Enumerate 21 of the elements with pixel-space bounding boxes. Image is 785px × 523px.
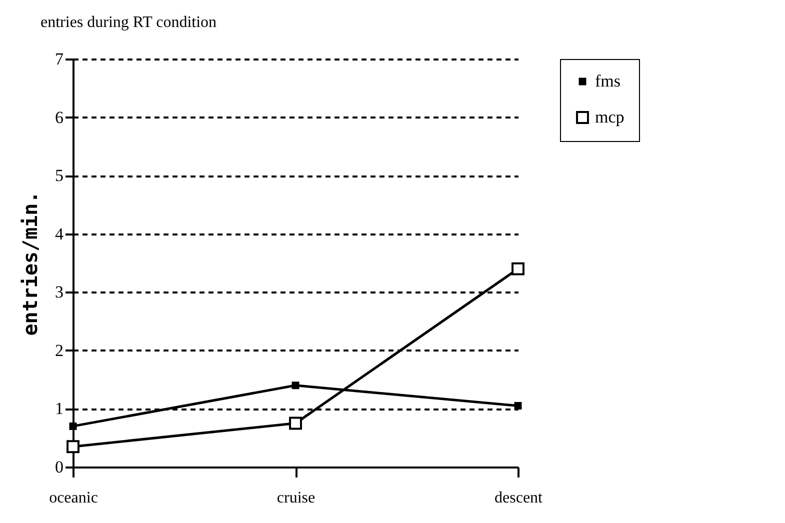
y-tick-label: 2 [55,340,64,360]
x-tick-label: cruise [276,490,316,506]
chart-title: entries during RT condition [40,14,217,31]
point [69,422,77,430]
y-tick-label: 5 [55,166,64,186]
point [289,416,302,430]
point [514,402,522,410]
y-tick-label: 4 [55,224,64,244]
y-tick-label: 6 [55,108,64,127]
x-tick-label: descent [494,490,544,506]
legend-label: fms [595,72,620,90]
x-tick-label: oceanic [49,490,98,506]
legend-label: mcp [595,108,624,126]
y-tick-label: 1 [55,399,64,418]
point [292,382,300,390]
point [66,440,80,454]
point [512,262,524,276]
y-tick-label: 3 [55,282,64,302]
y-tick-label: 0 [55,458,64,476]
y-axis-title: entries/min. [18,191,42,336]
y-tick-label: 7 [55,50,64,68]
